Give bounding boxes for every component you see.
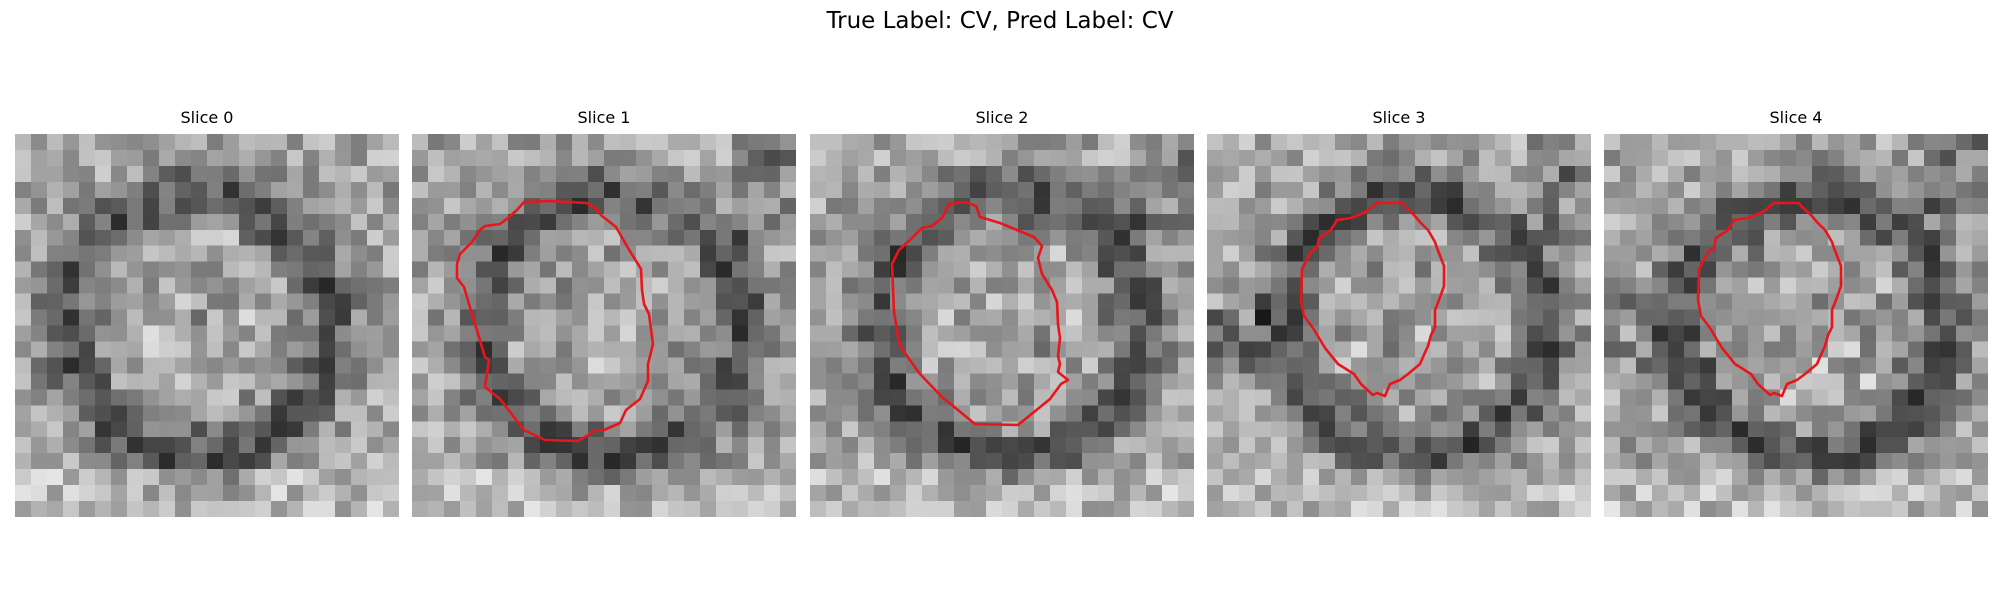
slice-image [1207,134,1591,517]
slice-panel-0: Slice 0 [15,108,399,517]
slice-image [810,134,1194,517]
segmentation-contour [890,200,1070,427]
slice-image [1604,134,1988,517]
segmentation-contour [1299,201,1446,398]
slice-pixels [15,134,399,517]
slice-panel-4: Slice 4 [1604,108,1988,517]
slice-title: Slice 4 [1769,108,1823,127]
slice-pixels [1604,134,1988,517]
slice-title: Slice 0 [180,108,234,127]
segmentation-contour [455,199,655,443]
slice-title: Slice 1 [577,108,631,127]
slice-image [412,134,796,517]
slice-image [15,134,399,517]
slice-pixels [1207,134,1591,517]
slice-title: Slice 3 [1372,108,1426,127]
segmentation-contour [1696,201,1843,398]
slice-panel-1: Slice 1 [412,108,796,517]
slice-panel-2: Slice 2 [810,108,1194,517]
slice-panel-3: Slice 3 [1207,108,1591,517]
figure-title: True Label: CV, Pred Label: CV [826,8,1174,34]
slice-pixels [810,134,1194,517]
slice-title: Slice 2 [975,108,1029,127]
